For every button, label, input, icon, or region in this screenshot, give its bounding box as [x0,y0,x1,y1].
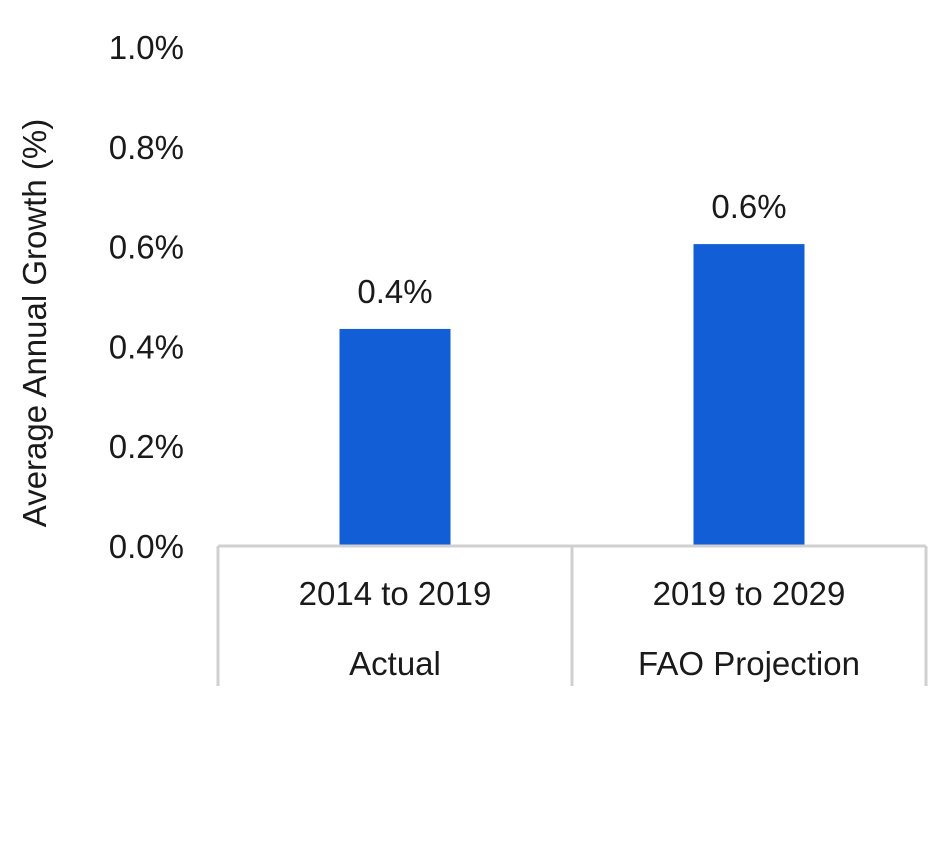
y-tick-label: 1.0% [109,29,184,66]
x-axis [216,544,928,686]
y-tick-label: 0.0% [109,528,184,565]
data-label: 0.4% [357,273,432,310]
category-labels: 2014 to 2019 Actual 2019 to 2029 FAO Projec… [299,575,860,682]
y-axis-label: Average Annual Growth (%) [16,119,53,527]
data-labels: 0.4% 0.6% [357,188,786,310]
bars [339,244,805,547]
category-period-label: 2014 to 2019 [299,575,492,612]
category-period-label: 2019 to 2029 [653,575,846,612]
bar [693,244,805,547]
y-tick-label: 0.8% [109,129,184,166]
category-group-label: FAO Projection [638,645,860,682]
y-tick-labels: 0.0% 0.2% 0.4% 0.6% 0.8% 1.0% [109,29,184,565]
y-tick-label: 0.2% [109,428,184,465]
y-tick-label: 0.6% [109,229,184,266]
category-group-label: Actual [349,645,441,682]
bar [339,328,451,546]
y-tick-label: 0.4% [109,328,184,365]
data-label: 0.6% [711,188,786,225]
